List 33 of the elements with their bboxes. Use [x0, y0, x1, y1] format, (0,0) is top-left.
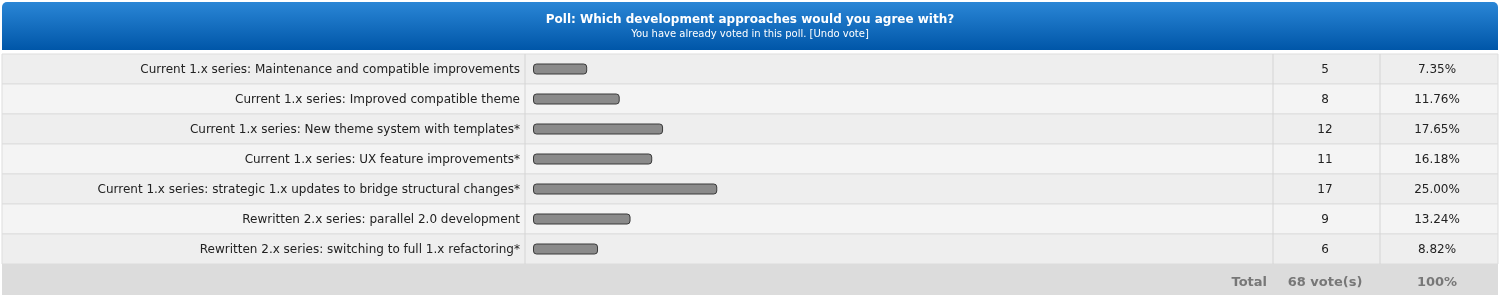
text: 8.82% [1417, 242, 1457, 256]
text: 11.76% [1414, 92, 1460, 106]
data-label: 17 [1317, 182, 1333, 196]
y-tick-label: Rewritten 2.x series: parallel 2.0 development [242, 212, 521, 226]
text: You have already voted in this poll. [Undo vote] [630, 27, 869, 39]
data-label: 8 [1321, 92, 1329, 106]
text: 7.35% [1417, 62, 1457, 76]
text: 13.24% [1414, 212, 1460, 226]
y-tick-label: Current 1.x series: Maintenance and compatible improvements [140, 62, 520, 76]
bar [533, 213, 631, 225]
bar [533, 153, 653, 165]
text: Total [1231, 273, 1267, 289]
bar [533, 183, 718, 195]
y-tick-label: Current 1.x series: Improved compatible theme [235, 92, 520, 106]
data-label: 5 [1321, 62, 1329, 76]
data-label: 11 [1317, 152, 1333, 166]
bar [533, 243, 599, 255]
text: 17.65% [1414, 122, 1460, 136]
text: 68 vote(s) [1287, 273, 1363, 289]
data-label: 9 [1321, 212, 1329, 226]
bar [533, 93, 620, 105]
y-tick-label: Current 1.x series: UX feature improvements* [244, 152, 520, 166]
bar [533, 63, 588, 75]
y-tick-label: Current 1.x series: strategic 1.x updates to bridge structural changes* [97, 182, 520, 196]
y-tick-label: Rewritten 2.x series: switching to full 1.x refactoring* [199, 242, 520, 256]
text: 25.00% [1414, 182, 1460, 196]
y-tick-label: Current 1.x series: New theme system with templates* [189, 122, 520, 136]
data-label: 12 [1317, 122, 1333, 136]
bar [533, 123, 664, 135]
text: 16.18% [1414, 152, 1460, 166]
text: Poll: Which development approaches would you agree with? [545, 12, 955, 26]
text: 100% [1416, 273, 1458, 289]
data-label: 6 [1321, 242, 1329, 256]
